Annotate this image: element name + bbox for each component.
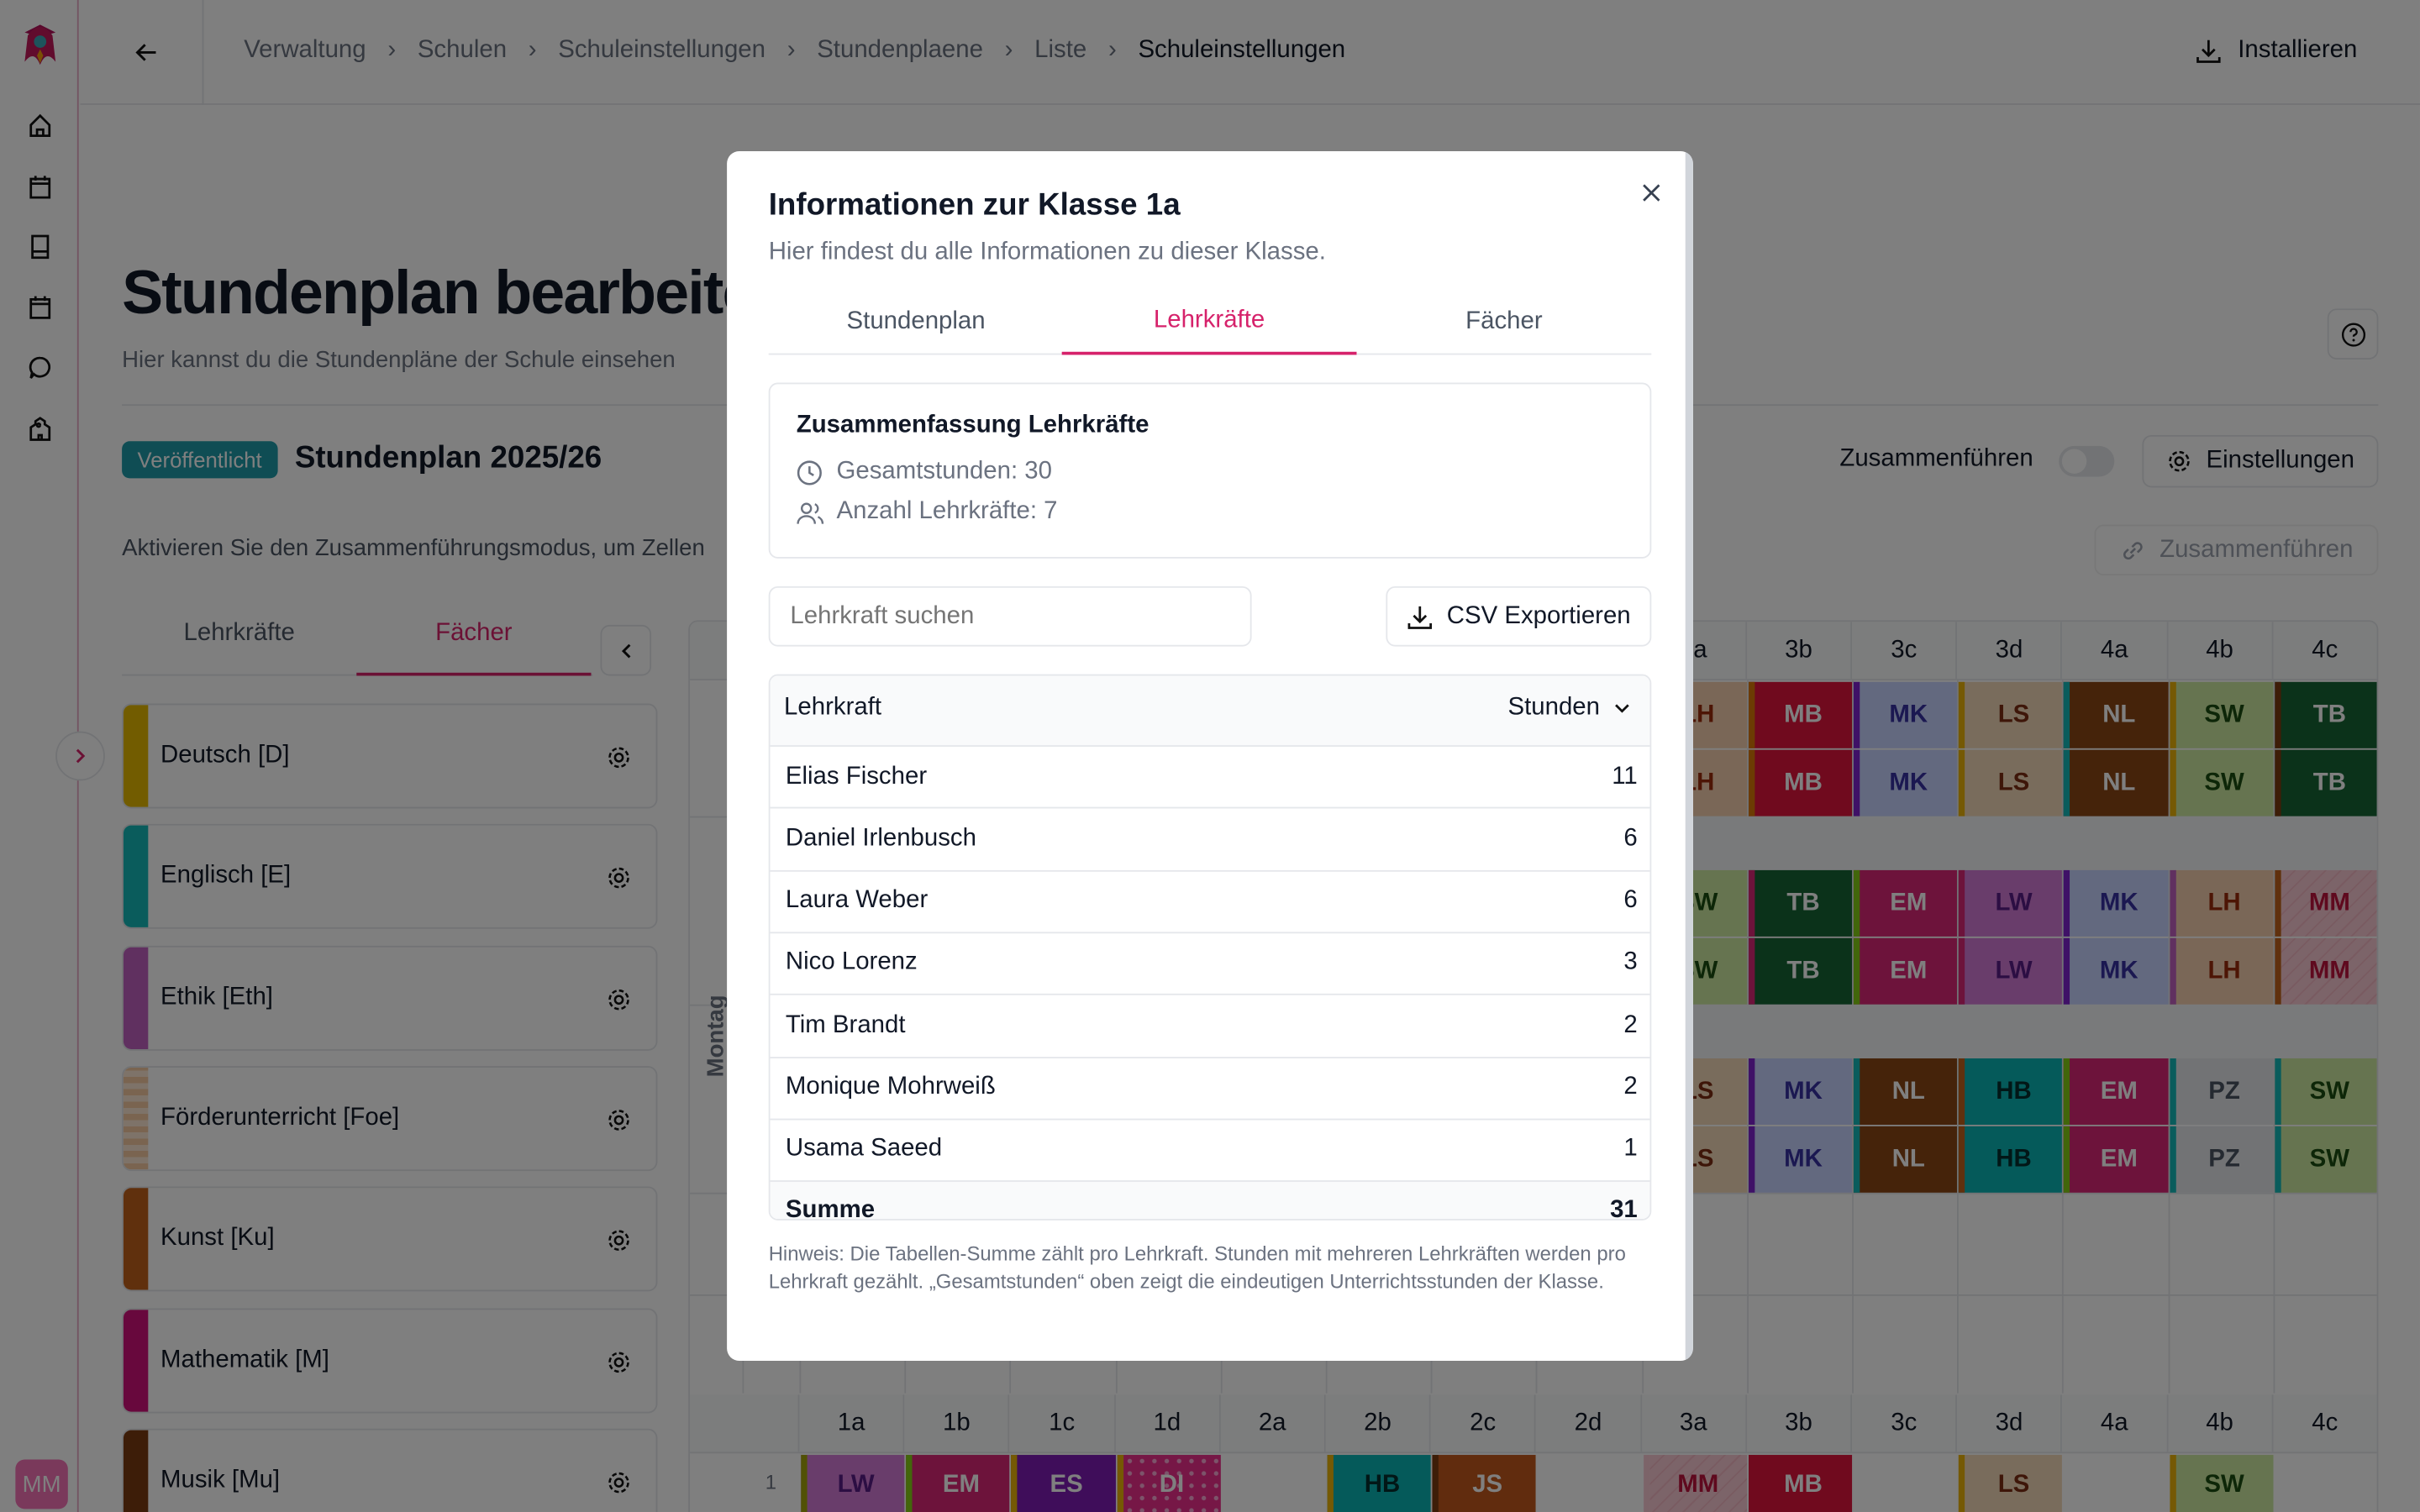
chevron-down-icon [1614,704,1629,713]
sum-row: Summe 31 [770,1180,1650,1221]
csv-export-label: CSV Exportieren [1446,602,1631,629]
teacher-search-input[interactable] [768,585,1252,647]
modal-tab-faecher[interactable]: Fächer [1465,308,1543,335]
teacher-hours: 6 [1623,887,1638,914]
teacher-table: Elias Fischer 11 Daniel Irlenbusch 6 Laura W… [768,674,1652,1221]
teacher-hours: 2 [1623,1011,1638,1038]
table-row[interactable]: Usama Saeed 1 [770,1118,1650,1179]
modal-title: Informationen zur Klasse 1a [768,188,1181,223]
teacher-name: Nico Lorenz [785,949,918,976]
teacher-hours: 2 [1623,1074,1638,1100]
teacher-name: Tim Brandt [785,1011,906,1038]
users-icon [797,502,824,524]
clock-icon [797,460,822,486]
col-teacher: Lehrkraft [784,694,882,721]
csv-export-button[interactable]: CSV Exportieren [1386,585,1652,647]
summary-card [768,382,1652,559]
table-row[interactable]: Tim Brandt 2 [770,994,1650,1055]
table-row[interactable]: Daniel Irlenbusch 6 [770,807,1650,869]
table-row[interactable]: Monique Mohrweiß 2 [770,1056,1650,1117]
sum-value: 31 [1610,1197,1638,1221]
teacher-name: Monique Mohrweiß [785,1074,996,1100]
table-note: Hinweis: Die Tabellen-Summe zählt pro Le… [768,1242,1626,1293]
download-icon [1408,605,1433,629]
teacher-name: Laura Weber [785,887,929,914]
table-row[interactable]: Elias Fischer 11 [770,745,1650,806]
modal-tab-stundenplan[interactable]: Stundenplan [846,308,986,335]
sort-hours-button[interactable]: Stunden [1507,695,1630,722]
summary-title: Zusammenfassung Lehrkräfte [796,412,1150,438]
teacher-name: Daniel Irlenbusch [785,825,976,852]
teacher-hours: 3 [1623,949,1638,976]
teacher-name: Elias Fischer [785,763,928,790]
table-row[interactable]: Laura Weber 6 [770,869,1650,931]
total-hours: Gesamtstunden: 30 [836,458,1052,485]
table-row[interactable]: Nico Lorenz 3 [770,932,1650,993]
teacher-hours: 6 [1623,825,1638,852]
sum-label: Summe [785,1197,876,1221]
close-icon[interactable] [1639,181,1664,205]
teacher-name: Usama Saeed [785,1136,943,1163]
teacher-hours: 1 [1623,1136,1638,1163]
modal-tab-lehrkraefte[interactable]: Lehrkräfte [1061,290,1357,355]
modal-scrollbar[interactable] [1685,150,1693,1361]
teacher-hours: 11 [1612,763,1638,790]
modal-subtitle: Hier findest du alle Informationen zu di… [768,239,1326,265]
col-hours: Stunden [1507,694,1600,721]
teacher-count: Anzahl Lehrkräfte: 7 [836,498,1058,525]
